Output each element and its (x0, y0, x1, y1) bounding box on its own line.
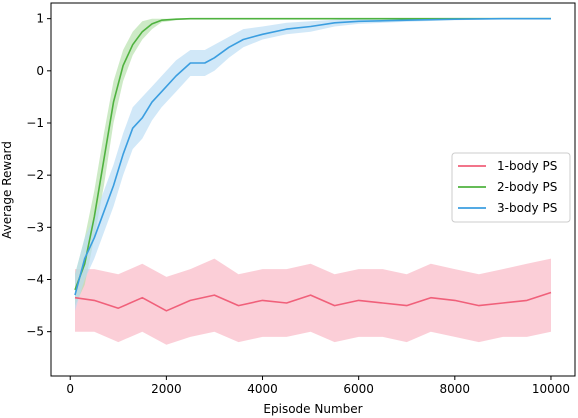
line-3-body-ps (74, 17, 551, 296)
x-axis-ticks: 0 2000 4000 6000 8000 10000 (66, 376, 570, 396)
y-axis-ticks: 1 0 −1 −2 −3 −4 −5 (26, 12, 51, 339)
x-tick-label: 0 (66, 382, 74, 396)
x-tick-label: 6000 (343, 382, 374, 396)
y-tick-label: 0 (36, 64, 44, 78)
series-lines (74, 17, 552, 312)
y-tick-label: 1 (36, 12, 44, 26)
x-tick-label: 8000 (440, 382, 471, 396)
x-axis-label: Episode Number (263, 402, 362, 416)
confidence-bands (75, 18, 551, 345)
legend-label-2-body-ps: 2-body PS (497, 180, 557, 194)
legend: 1-body PS 2-body PS 3-body PS (451, 152, 571, 223)
x-tick-label: 10000 (532, 382, 570, 396)
y-tick-label: −5 (26, 325, 44, 339)
legend-label-1-body-ps: 1-body PS (497, 159, 557, 173)
plot-frame (50, 2, 576, 377)
line-1-body-ps (74, 291, 552, 312)
y-tick-label: −4 (26, 272, 44, 286)
y-axis-label: Average Reward (0, 141, 14, 239)
y-tick-label: −1 (26, 116, 44, 130)
y-tick-label: −3 (26, 220, 44, 234)
line-2-body-ps (74, 17, 551, 291)
y-tick-label: −2 (26, 168, 44, 182)
x-tick-label: 2000 (151, 382, 182, 396)
band-1-body-ps (75, 258, 551, 345)
legend-box (451, 152, 571, 223)
legend-label-3-body-ps: 3-body PS (497, 201, 557, 215)
x-tick-label: 4000 (247, 382, 278, 396)
